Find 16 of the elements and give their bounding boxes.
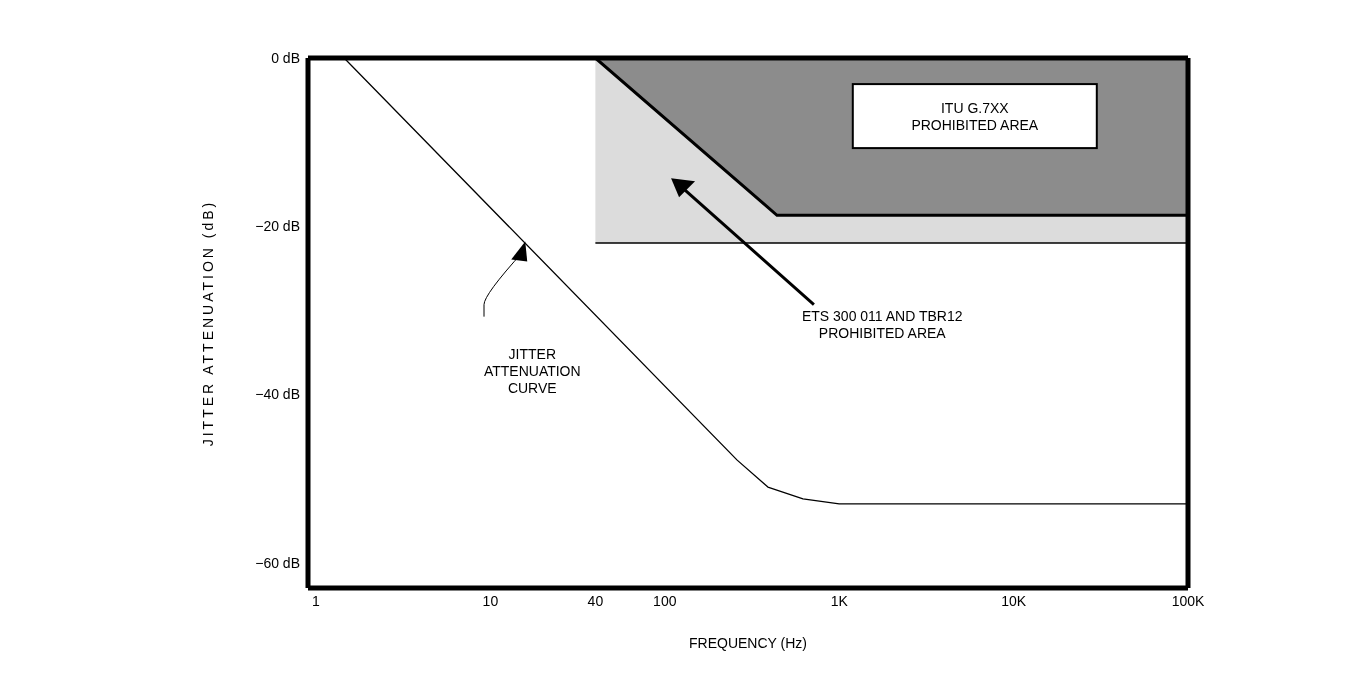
x-tick-label: 100K	[1171, 592, 1206, 609]
annotation: ETS 300 011 AND TBR12 PROHIBITED AREA	[801, 308, 963, 342]
annotation: ITU G.7XX PROHIBITED AREA	[911, 99, 1039, 133]
y-tick-label: −20 dB	[255, 218, 300, 235]
y-tick-label: −60 dB	[255, 554, 300, 571]
y-tick-label: −40 dB	[255, 386, 300, 403]
x-axis-title: FREQUENCY (Hz)	[689, 635, 807, 651]
annotation: JITTER ATTENUATION CURVE	[483, 345, 581, 396]
x-tick-label: 1	[312, 592, 321, 609]
x-tick-label: 10	[482, 592, 499, 609]
y-tick-label: 0 dB	[271, 49, 300, 66]
x-tick-label: 40	[587, 592, 604, 609]
x-tick-label: 1K	[830, 592, 849, 609]
y-axis-title: JITTER ATTENUATION (dB)	[199, 199, 216, 447]
x-tick-label: 100	[653, 592, 677, 609]
x-tick-label: 10K	[1001, 592, 1027, 609]
